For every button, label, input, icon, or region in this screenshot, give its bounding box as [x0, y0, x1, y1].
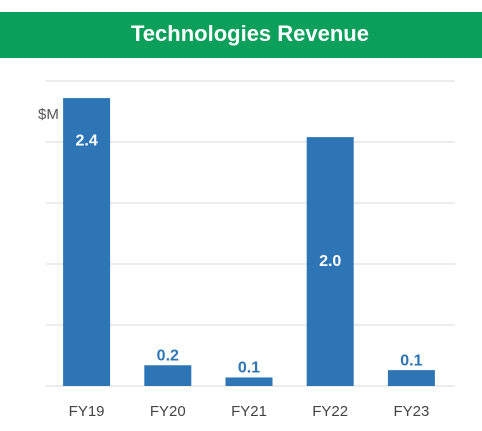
x-tick-label: FY19: [69, 403, 105, 420]
data-label: 2.0: [319, 253, 341, 270]
x-tick-label: FY23: [393, 403, 429, 420]
bar: [63, 98, 111, 386]
data-label: 2.4: [75, 132, 97, 149]
bar: [144, 365, 192, 386]
y-axis-label: $M: [38, 106, 59, 123]
chart-title: Technologies Revenue: [131, 21, 369, 46]
x-tick-label: FY22: [312, 403, 348, 420]
bar: [387, 370, 435, 386]
data-label: 0.2: [157, 347, 179, 364]
x-tick-label: FY20: [150, 403, 186, 420]
bar: [225, 377, 273, 386]
bar: [306, 137, 354, 386]
x-tick-label: FY21: [231, 403, 267, 420]
data-label: 0.1: [400, 352, 422, 369]
title-banner: [0, 12, 482, 58]
data-label: 0.1: [238, 360, 260, 377]
